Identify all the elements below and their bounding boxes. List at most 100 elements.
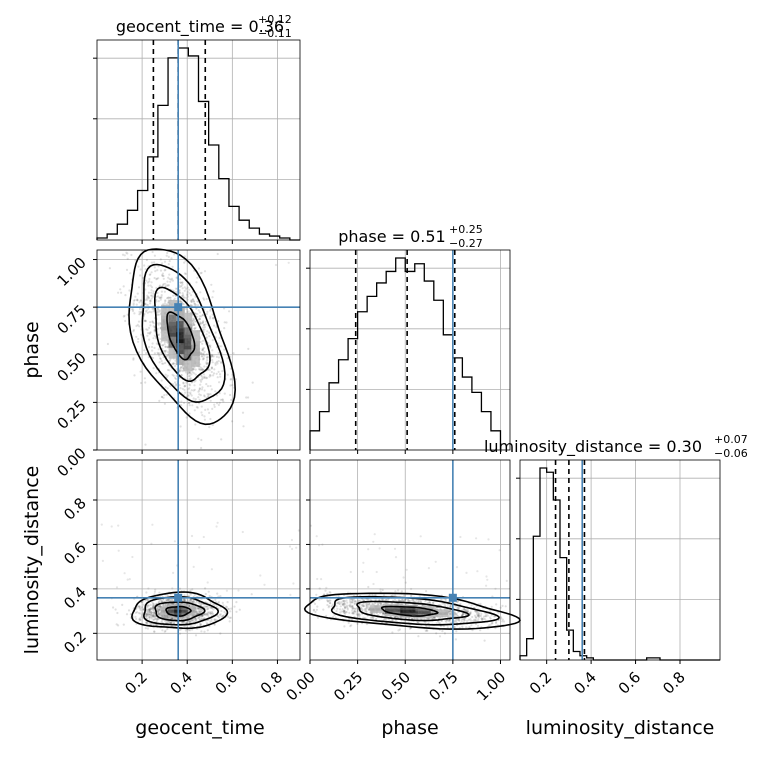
quantile-lines-phase (354, 250, 456, 450)
sample-point (148, 277, 151, 281)
sample-point (202, 324, 205, 327)
sample-point (201, 328, 205, 331)
sample-point (209, 612, 212, 615)
tick-label-y-luminosity_distance-0.4: 0.4 (60, 583, 90, 613)
sample-point (183, 401, 186, 404)
sample-point (202, 357, 205, 360)
sample-point (371, 617, 374, 620)
sample-point (144, 614, 147, 617)
sample-point (147, 608, 151, 612)
sample-point (122, 315, 125, 318)
density-cell (191, 341, 200, 356)
sample-point (152, 615, 155, 618)
sample-point (156, 607, 159, 611)
sample-point (424, 621, 427, 624)
sample-point (157, 352, 160, 355)
sample-point (194, 619, 198, 622)
sample-point (231, 420, 234, 423)
sample-point (185, 308, 188, 311)
sample-point (157, 333, 161, 336)
sample-point (157, 612, 160, 615)
sample-point (189, 391, 192, 394)
sample-point (134, 611, 137, 614)
sample-point (212, 317, 215, 320)
sample-point (191, 298, 195, 301)
sample-point (360, 607, 363, 610)
sample-point (140, 311, 143, 314)
density-cell (176, 328, 185, 344)
sample-point (186, 599, 190, 602)
sample-point (151, 342, 154, 345)
sample-point (379, 603, 382, 606)
sample-point (187, 629, 190, 632)
tick-labels: 0.2 0.4 0.6 0.80.00 0.25 0.50 0.75 1.00 0.2 0.4 0.… (53, 254, 688, 705)
sample-point (202, 353, 205, 356)
sample-point (186, 310, 189, 313)
sample-point (209, 612, 212, 615)
sample-point (229, 367, 232, 370)
sample-point (238, 608, 241, 611)
sample-point (397, 589, 400, 592)
sample-point (157, 605, 160, 608)
sample-point (198, 616, 201, 619)
sample-point (206, 310, 209, 313)
sample-point (199, 272, 202, 275)
sample-point (175, 374, 178, 377)
sample-point (181, 283, 184, 286)
sample-point (147, 608, 150, 611)
sample-point (138, 607, 141, 610)
sample-point (409, 594, 413, 597)
sample-point (156, 291, 159, 294)
sample-point (147, 297, 150, 300)
sample-point (146, 614, 149, 617)
sample-point (158, 605, 161, 608)
sample-point (145, 612, 148, 616)
sample-point (165, 615, 168, 619)
sample-point (181, 387, 184, 390)
sample-point (164, 605, 167, 608)
sample-point (470, 624, 473, 627)
sample-point (170, 617, 174, 620)
sample-point (149, 284, 152, 287)
sample-point (200, 315, 203, 318)
sample-point (313, 602, 317, 606)
sample-point (410, 587, 413, 591)
sample-point (192, 321, 195, 325)
sample-point (491, 622, 494, 625)
sample-point (153, 254, 156, 257)
sample-point (150, 607, 153, 610)
sample-point (180, 284, 183, 287)
sample-point (187, 402, 190, 405)
sample-point (193, 327, 196, 330)
sample-point (166, 341, 169, 344)
sample-point (141, 613, 144, 617)
sample-point (217, 600, 220, 603)
sample-point (329, 599, 332, 602)
sample-point (211, 407, 214, 410)
density-cell (161, 315, 170, 331)
sample-point (357, 612, 360, 616)
sample-point (148, 608, 151, 611)
sample-point (197, 390, 200, 393)
sample-point (191, 588, 194, 591)
sample-point (188, 384, 192, 387)
sample-point (181, 370, 184, 373)
sample-point (341, 600, 344, 603)
sample-point (150, 294, 153, 297)
sample-point (151, 320, 154, 323)
sample-point (180, 301, 183, 304)
sample-point (297, 529, 300, 532)
sample-point (200, 411, 203, 414)
sample-point (189, 589, 192, 592)
sample-point (150, 286, 154, 289)
sample-point (241, 411, 245, 414)
sample-point (201, 377, 204, 380)
sample-point (192, 322, 195, 325)
sample-point (488, 624, 491, 627)
sample-point (178, 617, 181, 620)
sample-point (187, 375, 190, 378)
sample-point (150, 607, 154, 611)
sample-point (182, 381, 185, 384)
sample-point (139, 299, 142, 302)
sample-point (458, 618, 461, 622)
